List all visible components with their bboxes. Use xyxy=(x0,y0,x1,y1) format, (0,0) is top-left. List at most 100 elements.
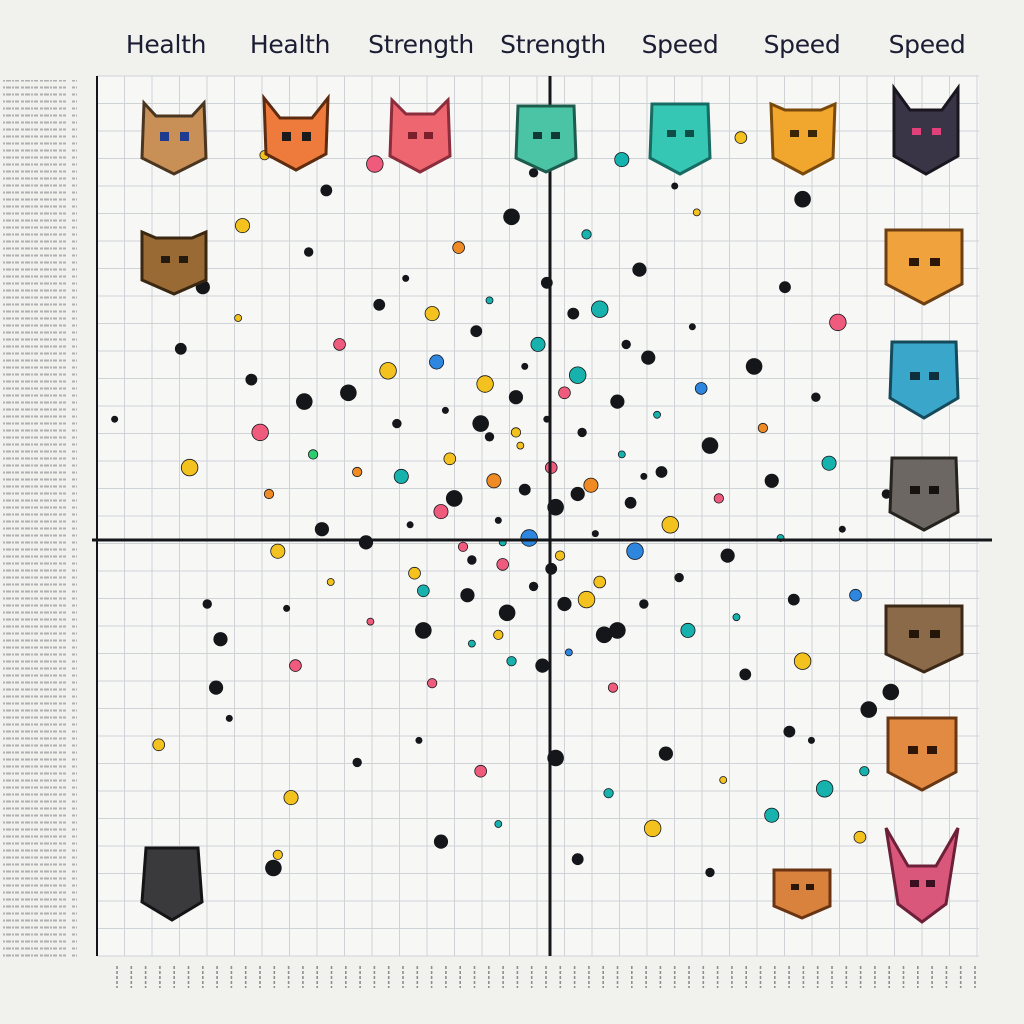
data-point xyxy=(320,184,333,197)
data-point xyxy=(713,493,724,504)
data-point xyxy=(441,406,449,414)
data-point xyxy=(671,182,679,190)
data-point xyxy=(433,504,449,520)
data-point xyxy=(614,152,630,168)
data-point xyxy=(680,622,696,638)
data-point xyxy=(234,314,243,322)
data-point xyxy=(180,458,199,477)
data-point xyxy=(498,604,516,622)
data-point xyxy=(554,550,566,561)
data-point xyxy=(653,410,661,419)
header-label-speed-1: Speed xyxy=(642,30,719,59)
data-point xyxy=(503,208,520,226)
data-point xyxy=(610,394,625,409)
creature-icon xyxy=(140,846,204,922)
data-point xyxy=(720,548,735,563)
data-point xyxy=(427,678,438,689)
data-point xyxy=(692,208,701,217)
data-point xyxy=(510,427,522,438)
data-point xyxy=(881,489,892,499)
creature-icon xyxy=(888,340,960,420)
data-point xyxy=(406,521,414,529)
data-point xyxy=(393,468,409,484)
data-point xyxy=(577,590,596,609)
data-point xyxy=(815,780,834,798)
data-point xyxy=(764,473,779,488)
creature-icon xyxy=(140,99,208,176)
data-point xyxy=(283,604,291,612)
creature-sprites xyxy=(140,83,964,924)
data-point xyxy=(366,155,384,173)
data-point xyxy=(591,300,609,318)
data-point xyxy=(757,422,769,434)
data-point xyxy=(719,776,728,784)
header-label-health-2: Health xyxy=(250,30,330,59)
data-point xyxy=(528,168,539,178)
data-point xyxy=(571,853,584,866)
data-point xyxy=(558,386,571,400)
data-point xyxy=(263,488,275,500)
data-point xyxy=(705,867,715,878)
data-point xyxy=(674,572,684,583)
header-label-speed-3: Speed xyxy=(889,30,966,59)
data-point xyxy=(793,652,812,670)
data-point xyxy=(424,306,440,322)
data-point xyxy=(452,241,465,254)
data-point xyxy=(251,423,269,442)
data-point xyxy=(821,455,837,471)
data-point xyxy=(811,392,821,402)
data-point xyxy=(474,764,487,778)
data-point xyxy=(272,849,283,860)
data-point xyxy=(626,542,644,560)
x-tick-marks xyxy=(116,966,976,988)
creature-icon xyxy=(892,83,960,176)
data-point xyxy=(577,427,587,438)
data-point xyxy=(521,362,529,370)
data-point xyxy=(581,229,592,240)
data-point xyxy=(415,736,423,744)
data-point xyxy=(564,648,573,657)
side-text-block xyxy=(3,80,77,960)
data-point xyxy=(235,218,251,234)
data-point xyxy=(624,496,637,509)
data-points xyxy=(111,131,912,878)
data-point xyxy=(849,588,862,602)
data-point xyxy=(494,820,503,828)
data-point xyxy=(496,558,510,571)
data-point xyxy=(174,342,187,355)
creature-icon xyxy=(884,827,960,924)
data-point xyxy=(593,575,607,589)
data-point xyxy=(739,668,752,681)
data-point xyxy=(732,613,741,622)
creature-icon xyxy=(140,229,208,296)
data-point xyxy=(632,262,647,277)
creature-icon xyxy=(888,456,960,532)
data-point xyxy=(213,632,228,647)
data-point xyxy=(408,566,421,580)
data-point xyxy=(314,522,330,537)
data-point xyxy=(764,807,780,823)
axes xyxy=(92,76,992,956)
data-point xyxy=(111,415,119,423)
data-point xyxy=(859,766,870,777)
data-point xyxy=(225,714,233,722)
creature-icon xyxy=(388,96,452,174)
data-point xyxy=(270,543,286,559)
data-point xyxy=(583,477,599,493)
data-point xyxy=(661,516,680,534)
data-point xyxy=(467,555,477,565)
data-point xyxy=(783,725,796,738)
data-point xyxy=(484,432,495,442)
data-point xyxy=(352,757,362,768)
data-point xyxy=(486,473,502,489)
data-point xyxy=(595,626,613,644)
data-point xyxy=(621,339,631,350)
data-point xyxy=(152,738,166,752)
data-point xyxy=(326,578,335,586)
data-point xyxy=(373,298,386,311)
data-point xyxy=(787,593,800,606)
data-point xyxy=(528,581,539,592)
data-point xyxy=(607,682,619,693)
